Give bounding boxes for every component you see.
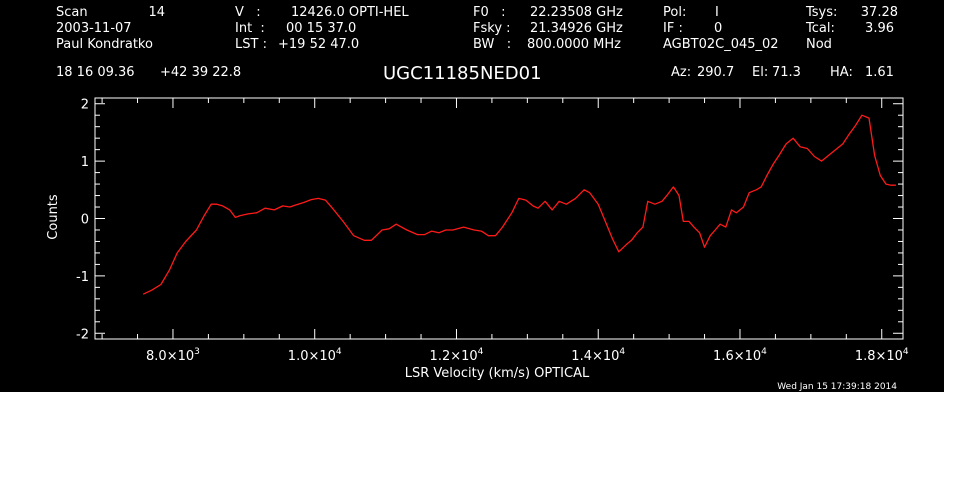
observing-mode: Nod xyxy=(806,37,832,52)
elevation-label: El: xyxy=(752,65,769,80)
integration-value: 00 15 37.0 xyxy=(286,21,357,36)
x-tick-label: 8.0×103 xyxy=(146,347,200,364)
polarization-value: I xyxy=(715,5,719,20)
plot-frame xyxy=(94,97,904,340)
bandwidth-label: BW : xyxy=(473,37,512,52)
observation-date: 2003-11-07 xyxy=(56,21,132,36)
spectrum-panel: Scan 14 2003-11-07 Paul Kondratko V : 12… xyxy=(0,0,944,392)
rest-frequency-label: F0 : xyxy=(473,5,506,20)
spectrum-plot: -2 -1 0 1 2 8.0×103 1.0×104 1.2×104 1.4×104 1.6×… xyxy=(46,97,909,392)
y-axis-ticks: -2 -1 0 1 2 xyxy=(76,98,903,342)
x-tick-label: 1.8×104 xyxy=(855,347,909,364)
bandwidth-value: 800.0000 MHz xyxy=(527,37,621,52)
azimuth-value: 290.7 xyxy=(697,65,735,80)
integration-label: Int : xyxy=(235,21,265,36)
y-tick-label: -1 xyxy=(76,270,89,285)
tsys-value: 37.28 xyxy=(860,5,898,20)
azimuth-label: Az: xyxy=(671,65,692,80)
if-label: IF : xyxy=(663,21,683,36)
x-tick-label: 1.2×104 xyxy=(430,347,484,364)
y-tick-label: 2 xyxy=(81,98,89,113)
x-tick-label: 1.6×104 xyxy=(713,347,767,364)
x-tick-label: 1.4×104 xyxy=(571,347,625,364)
rest-frequency-value: 22.23508 GHz xyxy=(530,5,623,20)
tsys-label: Tsys: xyxy=(806,5,838,20)
x-tick-label: 1.0×104 xyxy=(288,347,342,364)
velocity-value: 12426.0 OPTI-HEL xyxy=(291,5,409,20)
lst-label: LST : xyxy=(235,37,267,52)
tcal-value: 3.96 xyxy=(865,21,894,36)
sky-frequency-label: Fsky : xyxy=(473,21,511,36)
y-tick-label: -2 xyxy=(76,327,89,342)
polarization-label: Pol: xyxy=(663,5,687,20)
spectrum-trace xyxy=(142,114,896,295)
y-tick-label: 0 xyxy=(81,213,89,228)
hour-angle-label: HA: xyxy=(830,65,853,80)
scan-label: Scan xyxy=(56,5,88,20)
observer-name: Paul Kondratko xyxy=(56,37,153,52)
tcal-label: Tcal: xyxy=(806,21,835,36)
project-id: AGBT02C_045_02 xyxy=(663,37,779,52)
chart-title: UGC11185NED01 xyxy=(383,63,542,84)
sky-frequency-value: 21.34926 GHz xyxy=(530,21,623,36)
plot-timestamp: Wed Jan 15 17:39:18 2014 xyxy=(777,382,897,392)
velocity-label: V : xyxy=(235,5,261,20)
hour-angle-value: 1.61 xyxy=(865,65,894,80)
lst-value: +19 52 47.0 xyxy=(278,37,360,52)
if-value: 0 xyxy=(714,21,723,36)
elevation-value: 71.3 xyxy=(772,65,801,80)
y-tick-label: 1 xyxy=(81,155,89,170)
y-axis-label: Counts xyxy=(46,194,61,240)
x-axis-label: LSR Velocity (km/s) OPTICAL xyxy=(405,366,590,381)
declination: +42 39 22.8 xyxy=(160,65,242,80)
x-axis-ticks: 8.0×103 1.0×104 1.2×104 1.4×104 1.6×104 1.8×1… xyxy=(101,98,909,364)
scan-number: 14 xyxy=(148,5,165,20)
right-ascension: 18 16 09.36 xyxy=(56,65,135,80)
